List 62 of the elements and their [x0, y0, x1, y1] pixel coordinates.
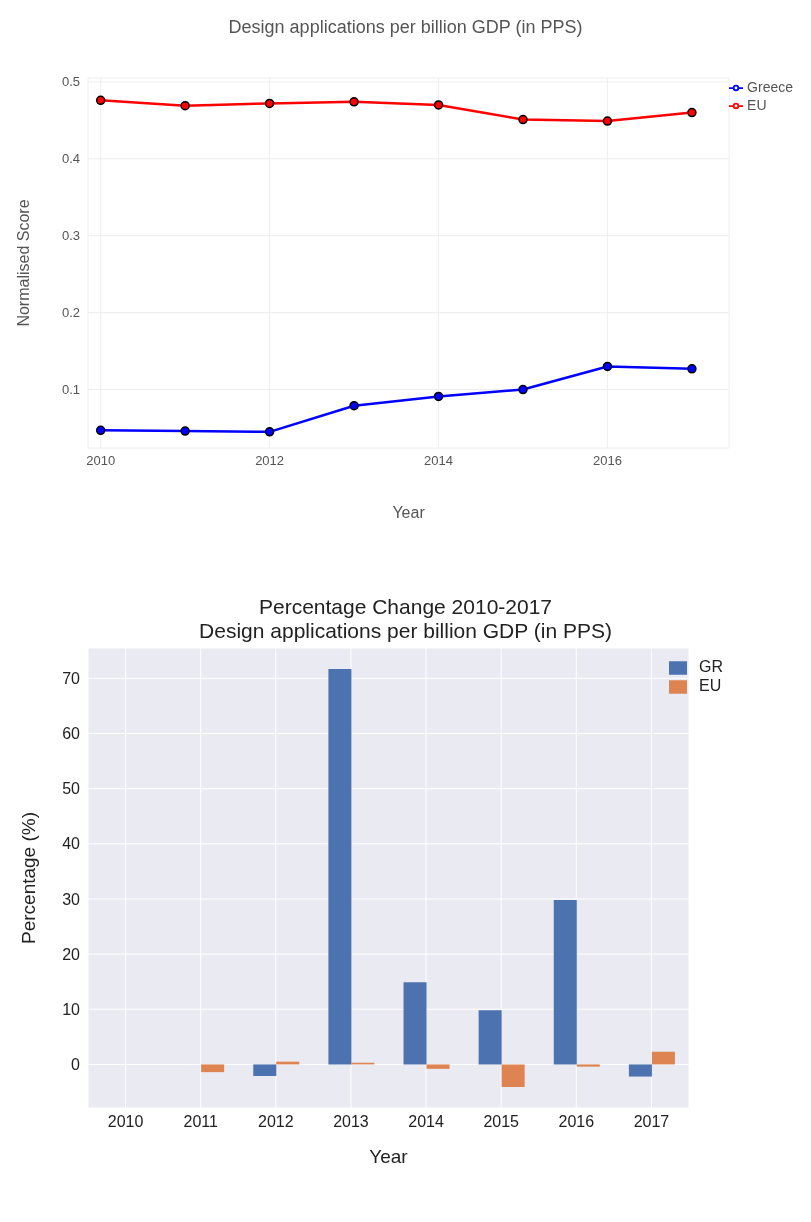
- bar: [628, 1064, 652, 1077]
- point: [180, 100, 190, 111]
- point: [180, 426, 190, 436]
- x-tick-label: 2017: [633, 1113, 670, 1131]
- chart-title: Percentage Change 2010-2017 Design applications per billion GDP (in PPS): [199, 594, 612, 643]
- y-tick-label: 0.4: [61, 151, 80, 167]
- y-tick-label: 0.1: [61, 382, 80, 398]
- y-axis-title: Percentage (%): [17, 811, 39, 945]
- y-tick-label: 0: [71, 1056, 81, 1074]
- y-axis-title: Normalised Score: [14, 199, 32, 327]
- bar: [426, 1064, 450, 1069]
- x-axis-title: Year: [369, 1146, 409, 1167]
- legend-label: EU: [699, 676, 722, 694]
- x-axis-title: Year: [392, 504, 426, 521]
- point: [433, 391, 444, 402]
- point: [349, 97, 359, 107]
- point: [518, 384, 528, 395]
- x-tick-label: 2013: [333, 1113, 369, 1131]
- legend-label: GR: [699, 658, 723, 675]
- x-tick-label: 2015: [483, 1113, 520, 1131]
- x-tick-label: 2012: [258, 1113, 294, 1131]
- x-tick-label: 2014: [424, 453, 453, 469]
- point: [264, 427, 275, 437]
- legend-label: Greece: [747, 79, 793, 95]
- x-tick-label: 2012: [255, 453, 285, 469]
- bar: [651, 1051, 675, 1065]
- x-tick-label: 2016: [592, 453, 622, 469]
- point: [602, 116, 613, 126]
- bar: [403, 982, 427, 1065]
- x-tick-label: 2014: [408, 1113, 444, 1131]
- bar: [478, 1010, 502, 1065]
- bar: [576, 1064, 600, 1067]
- x-tick-label: 2016: [558, 1113, 595, 1131]
- x-tick-label: 2011: [183, 1113, 218, 1131]
- point: [349, 400, 359, 411]
- y-tick-label: 0.3: [61, 228, 80, 244]
- bar: [328, 668, 352, 1065]
- y-tick-label: 20: [62, 945, 81, 963]
- x-tick-label: 2010: [107, 1113, 144, 1131]
- y-tick-label: 0.5: [61, 74, 80, 90]
- point: [95, 95, 106, 106]
- y-tick-label: 0.2: [61, 305, 80, 321]
- chart-title: Design applications per billion GDP (in PPS): [228, 17, 583, 38]
- bar: [201, 1064, 225, 1073]
- y-tick-label: 50: [62, 780, 81, 798]
- point: [264, 98, 275, 109]
- y-tick-label: 70: [62, 670, 81, 688]
- point: [602, 361, 613, 372]
- bar: [253, 1064, 277, 1077]
- y-tick-label: 10: [62, 1000, 81, 1018]
- point: [95, 425, 106, 436]
- point: [687, 107, 697, 118]
- legend-label: EU: [747, 97, 767, 113]
- y-tick-label: 60: [62, 725, 81, 743]
- point: [687, 364, 697, 374]
- y-tick-label: 30: [62, 890, 81, 908]
- y-tick-label: 40: [62, 835, 81, 853]
- x-tick-label: 2010: [86, 453, 116, 469]
- bar: [553, 900, 577, 1065]
- point: [433, 100, 444, 110]
- bar: [501, 1064, 525, 1088]
- point: [518, 114, 528, 125]
